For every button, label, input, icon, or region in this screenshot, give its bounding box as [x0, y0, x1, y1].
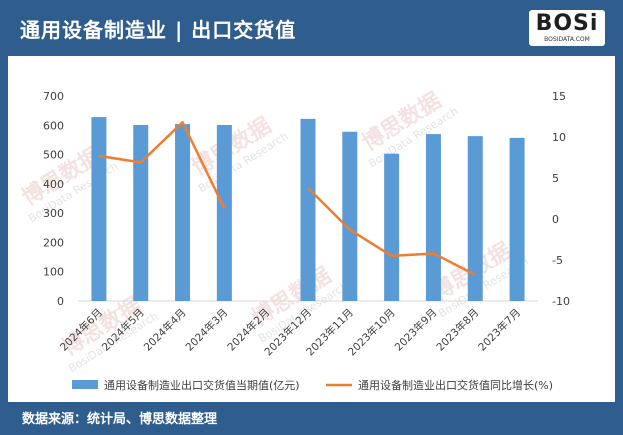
y-left-tick-label: 600: [43, 119, 64, 132]
bar: [342, 131, 358, 301]
y-right-tick-label: 15: [552, 90, 566, 103]
bar: [425, 134, 441, 301]
y-right-tick-label: 5: [552, 172, 559, 185]
x-tick-label: 2023年9月: [392, 306, 440, 354]
y-right-tick-label: 10: [552, 131, 566, 144]
header-bar: 通用设备制造业 | 出口交货值 BOSi BOSIDATA.COM: [0, 0, 623, 56]
y-right-tick-label: 0: [552, 213, 559, 226]
legend-bar-label: 通用设备制造业出口交货值当期值(亿元): [104, 378, 300, 392]
x-tick-label: 2023年7月: [476, 306, 524, 354]
bosi-logo: BOSi BOSIDATA.COM: [529, 10, 605, 46]
y-left-tick-label: 700: [43, 90, 64, 103]
bar: [216, 124, 232, 301]
x-tick-label: 2024年3月: [183, 306, 231, 354]
y-left-tick-label: 100: [43, 266, 64, 279]
growth-line: [307, 186, 476, 276]
bar: [509, 137, 525, 301]
bar: [133, 124, 149, 301]
data-source: 数据来源：统计局、博思数据整理: [22, 412, 218, 427]
growth-line: [98, 120, 226, 209]
bar: [384, 153, 400, 301]
y-right-tick-label: -5: [552, 254, 563, 267]
legend-bar-swatch: [72, 380, 98, 389]
y-left-tick-label: 400: [43, 178, 64, 191]
logo-text: BOSi: [535, 11, 599, 36]
y-left-tick-label: 200: [43, 236, 64, 249]
logo-subtext: BOSIDATA.COM: [544, 36, 590, 43]
y-left-tick-label: 0: [57, 295, 64, 308]
legend-line-label: 通用设备制造业出口交货值同比增长(%): [358, 378, 553, 392]
bar: [91, 117, 107, 301]
y-right-tick-label: -10: [552, 295, 570, 308]
bar: [300, 118, 316, 301]
bars-layer: [91, 117, 525, 301]
y-left-tick-label: 500: [43, 149, 64, 162]
chart-panel: 博思数据 BosiData Research 博思数据 BosiData Resear…: [8, 56, 615, 402]
chart-title: 通用设备制造业 | 出口交货值: [20, 18, 297, 42]
bar: [467, 136, 483, 301]
legend: 通用设备制造业出口交货值当期值(亿元) 通用设备制造业出口交货值同比增长(%): [72, 378, 553, 392]
bar: [175, 124, 191, 301]
line-layer: [98, 120, 476, 276]
y-left-tick-label: 300: [43, 207, 64, 220]
